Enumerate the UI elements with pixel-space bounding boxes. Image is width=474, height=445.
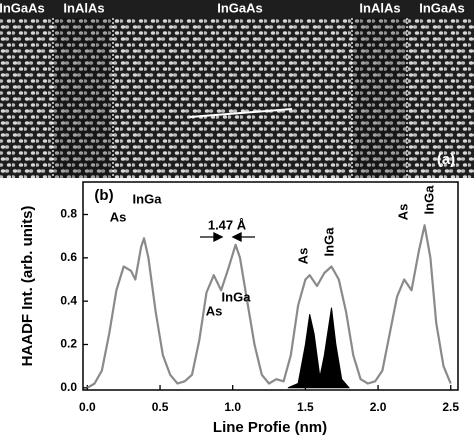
x-tick-label: 0.0 [79, 400, 96, 414]
annotation: 1.47 Å [208, 217, 247, 232]
annotation: InGa [222, 289, 252, 304]
filled-peak [287, 307, 351, 389]
annotation: InGa [421, 185, 436, 215]
region-label: InGaAs [217, 0, 263, 15]
panel-label: (a) [437, 151, 455, 168]
haadf-image [0, 0, 474, 178]
x-tick-label: 1.5 [297, 400, 314, 414]
annotation: As [110, 209, 127, 224]
profile-line [86, 224, 452, 389]
region-label: InAlAs [63, 0, 104, 15]
y-tick-label: 0.4 [60, 293, 77, 307]
x-tick-label: 0.5 [152, 400, 169, 414]
region-label: InGaAs [419, 0, 465, 15]
annotation: As [395, 204, 410, 221]
y-tick-label: 0.8 [60, 207, 77, 221]
y-tick-label: 0.6 [60, 250, 77, 264]
y-tick-label: 0.0 [60, 380, 77, 394]
panel-label: (b) [94, 187, 113, 204]
annotation: As [206, 303, 223, 318]
distance-arrows [200, 231, 255, 243]
x-tick-label: 1.0 [224, 400, 241, 414]
x-tick-label: 2.5 [442, 400, 459, 414]
region-label: InGaAs [0, 0, 45, 15]
y-axis-label: HAADF Int. (arb. units) [19, 206, 36, 367]
x-tick-label: 2.0 [370, 400, 387, 414]
region-label: InAlAs [359, 0, 400, 15]
plot-frame [82, 181, 459, 391]
annotation: InGa [133, 191, 163, 206]
annotation: InGa [321, 227, 336, 257]
annotation: As [295, 248, 310, 265]
x-axis-label: Line Profie (nm) [213, 419, 327, 436]
y-tick-label: 0.2 [60, 337, 77, 351]
